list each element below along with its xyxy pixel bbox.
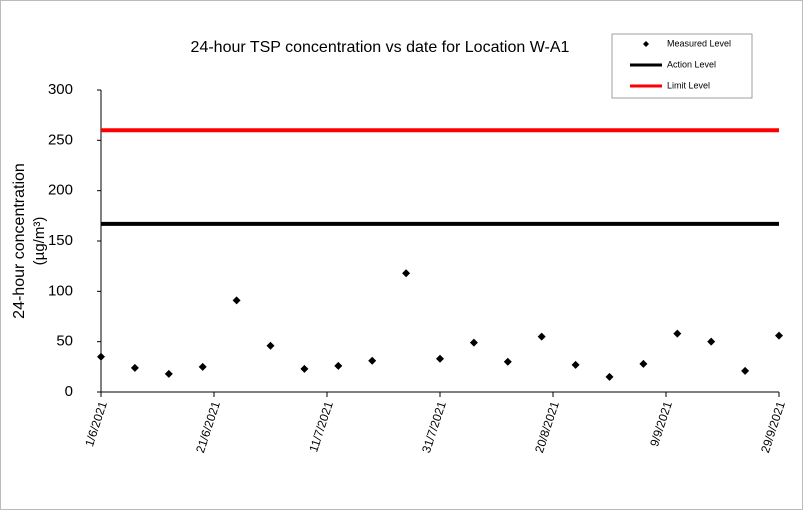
data-point (232, 296, 241, 305)
y-tick-label: 50 (56, 333, 73, 350)
data-point (436, 354, 444, 363)
data-point (707, 337, 716, 346)
y-tick-label: 200 (48, 182, 73, 199)
legend-label: Action Level (667, 59, 716, 69)
data-point (469, 338, 478, 347)
data-point (130, 363, 139, 372)
data-point (164, 369, 173, 378)
data-point (97, 352, 105, 361)
data-point (741, 366, 750, 375)
chart-title: 24-hour TSP concentration vs date for Lo… (191, 39, 570, 56)
data-point (368, 356, 377, 365)
y-tick-label: 100 (48, 282, 73, 299)
y-tick-label: 250 (48, 131, 73, 148)
data-point (639, 359, 648, 368)
data-point (775, 331, 783, 340)
data-point (673, 329, 682, 338)
data-point (402, 269, 411, 278)
y-tick-label: 0 (65, 383, 73, 400)
y-axis-label: (µg/m³) (31, 217, 48, 266)
data-point (605, 372, 614, 381)
data-point (334, 361, 343, 370)
y-tick-label: 300 (48, 81, 73, 98)
data-point (198, 362, 207, 371)
data-point (503, 357, 512, 366)
data-point (571, 360, 580, 369)
data-point (266, 341, 275, 350)
legend-label: Measured Level (667, 38, 731, 48)
data-point (300, 364, 309, 373)
data-point (537, 332, 546, 341)
y-tick-label: 150 (48, 232, 73, 249)
y-axis-label: 24-hour concentration (11, 163, 28, 319)
legend-marker (643, 41, 649, 47)
legend-label: Limit Level (667, 80, 710, 90)
